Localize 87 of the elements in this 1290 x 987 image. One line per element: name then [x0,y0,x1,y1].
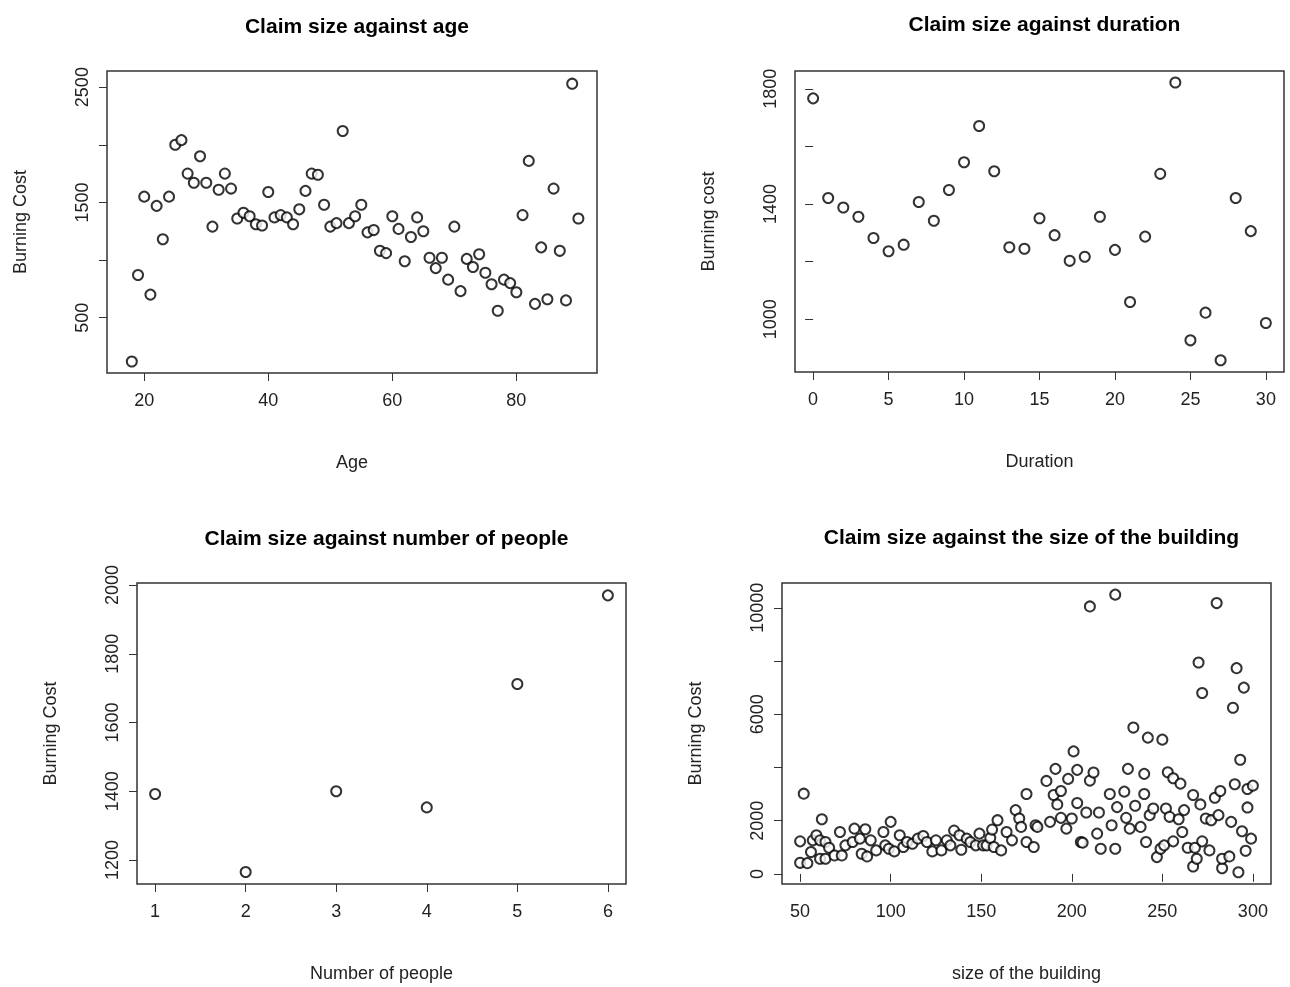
point [1199,306,1212,319]
chart-title: Claim size against number of people [204,526,569,549]
chart-title: Claim size against the size of the building [823,525,1240,548]
x-tick-label: 50 [790,901,811,921]
y-tick-label: 2000 [747,800,767,841]
x-tick-label: 20 [1104,389,1125,409]
y-tick-label: 1400 [760,184,780,225]
x-axis-title: Duration [1005,451,1074,471]
point [1259,317,1272,330]
point [897,238,910,251]
point [807,92,820,105]
y-tick-label: 500 [72,302,92,333]
x-tick-label: 200 [1056,901,1087,921]
point [1124,296,1137,308]
x-tick-label: 5 [883,389,894,409]
y-tick-label: 2500 [72,67,92,108]
x-tick-label: 6 [602,901,613,921]
y-tick-label: 6000 [747,694,767,735]
x-tick-label: 100 [875,901,906,921]
point [1154,167,1167,180]
point [942,183,955,196]
x-tick-label: 80 [506,390,527,410]
x-tick-label: 5 [512,901,523,921]
x-tick-label: 1 [150,901,161,921]
point [330,785,343,798]
y-tick-label: 1600 [102,702,122,743]
y-tick-label: 1800 [760,68,780,109]
point [1003,241,1016,254]
x-tick-label: 4 [421,901,432,921]
chart-title: Claim size against duration [908,12,1181,35]
y-tick-label: 2000 [102,565,122,606]
point [511,678,524,691]
y-tick-label: 1400 [102,771,122,812]
point [988,165,1001,178]
point [149,787,162,800]
x-tick-label: 20 [134,390,155,410]
point [1169,76,1182,89]
point [973,120,986,133]
point [1139,230,1152,243]
point [1093,210,1106,223]
point [927,214,940,227]
point [1184,334,1197,347]
point [822,192,835,205]
point [1048,229,1061,242]
x-tick-label: 40 [258,390,279,410]
point [852,210,865,223]
x-tick-label: 150 [966,901,997,921]
x-axis-title: Age [335,452,369,472]
x-tick-label: 15 [1029,389,1050,409]
y-tick-label: 1000 [760,299,780,340]
point [420,801,433,814]
y-axis-title: Burning Cost [10,169,30,275]
y-tick-label: 0 [747,868,767,879]
y-tick-label: 1800 [102,633,122,674]
point [1108,243,1121,256]
point [958,156,971,169]
x-axis-title: Number of people [309,963,454,983]
y-tick-label: 1200 [102,839,122,880]
x-tick-label: 300 [1237,901,1268,921]
point [837,201,850,214]
point [601,589,614,602]
point [1033,212,1046,225]
y-axis-title: Burning Cost [685,681,705,786]
y-tick-label: 10000 [747,582,767,633]
point [1063,254,1076,267]
x-tick-label: 30 [1255,389,1276,409]
x-tick-label: 2 [240,901,251,921]
x-tick-label: 10 [954,389,975,409]
point [239,865,252,878]
point [867,232,880,245]
y-axis-title: Burning Cost [40,681,60,786]
y-axis-title: Burning cost [698,171,718,272]
point [1078,250,1091,263]
point [1018,242,1031,255]
chart-title: Claim size against age [244,14,470,37]
point [882,245,895,258]
x-axis-title: size of the building [951,963,1102,983]
x-tick-label: 3 [331,901,342,921]
x-tick-label: 25 [1180,389,1201,409]
point [1244,225,1257,238]
point [912,196,925,209]
x-tick-label: 0 [808,389,819,409]
x-tick-label: 250 [1147,901,1178,921]
y-tick-label: 1500 [72,182,92,223]
point [1214,354,1227,367]
point [1229,192,1242,205]
x-tick-label: 60 [382,390,403,410]
